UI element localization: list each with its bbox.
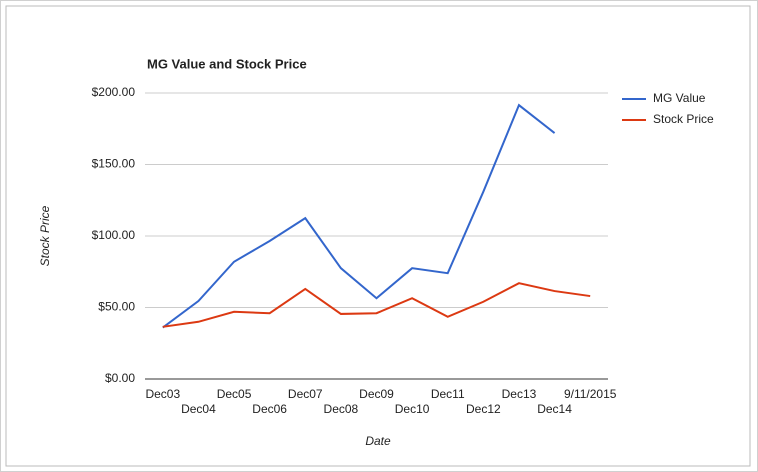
x-tick-label: 9/11/2015 [564,387,617,401]
chart-title: MG Value and Stock Price [147,56,307,71]
y-axis-title: Stock Price [38,205,52,266]
y-tick-label: $100.00 [92,228,136,242]
y-tick-label: $0.00 [105,371,135,385]
x-tick-label: Dec04 [181,402,216,416]
x-tick-label: Dec11 [431,387,465,401]
x-tick-label: Dec13 [502,387,537,401]
x-tick-label: Dec12 [466,402,501,416]
series-line [162,103,556,329]
x-tick-label: Dec09 [359,387,394,401]
x-tick-label: Dec08 [324,402,359,416]
y-tick-label: $50.00 [98,300,135,314]
x-tick-label: Dec10 [395,402,430,416]
x-tick-label: Dec06 [252,402,287,416]
x-tick-label: Dec05 [217,387,252,401]
x-tick-label: Dec03 [145,387,180,401]
x-tick-label: Dec14 [537,402,572,416]
x-axis-title: Date [365,434,391,448]
legend-label: Stock Price [653,112,714,126]
y-tick-label: $150.00 [92,157,136,171]
y-tick-label: $200.00 [92,85,136,99]
legend-label: MG Value [653,91,706,105]
series-line [162,282,591,328]
x-tick-label: Dec07 [288,387,323,401]
